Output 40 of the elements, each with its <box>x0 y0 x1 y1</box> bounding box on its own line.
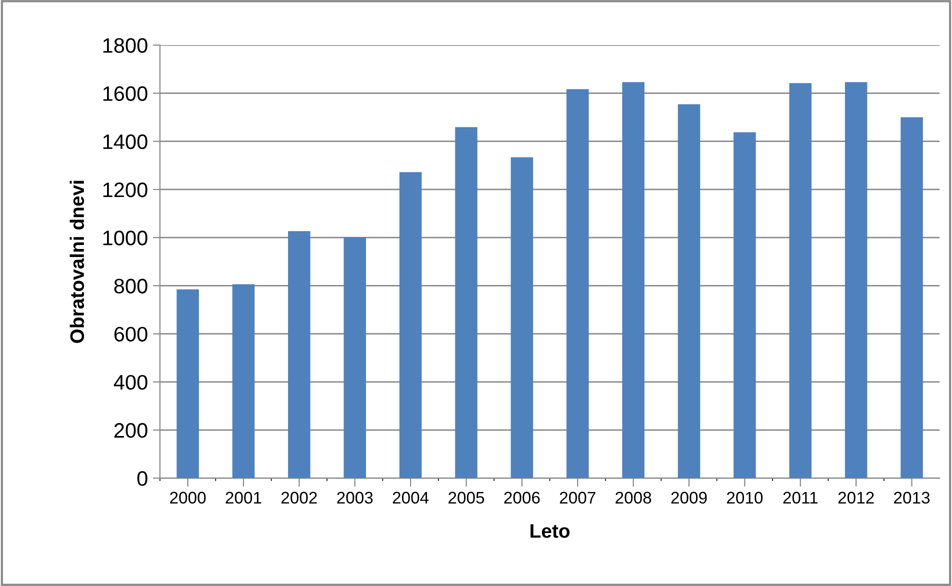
bar <box>510 157 534 478</box>
x-tick-label: 2002 <box>281 492 317 504</box>
x-tick-label: 2000 <box>170 492 206 504</box>
bar <box>176 289 199 478</box>
x-tick-label: 2012 <box>838 492 874 504</box>
bar <box>566 89 589 478</box>
x-tick-label: 2007 <box>560 492 596 504</box>
bar <box>900 117 923 478</box>
bar <box>288 231 310 478</box>
bar <box>622 82 644 478</box>
bar <box>734 132 756 478</box>
y-tick-label: 1000 <box>103 230 148 246</box>
y-tick-label: 1800 <box>103 38 148 53</box>
x-tick-label: 2001 <box>226 492 262 504</box>
x-tick-label: 2013 <box>894 492 930 504</box>
x-axis-title: Leto <box>530 524 570 538</box>
bar <box>344 237 366 478</box>
bar <box>678 104 700 478</box>
bar <box>844 82 868 478</box>
x-tick-label: 2011 <box>783 492 818 504</box>
y-tick-label: 600 <box>114 326 148 342</box>
bar <box>399 172 422 478</box>
bar <box>789 83 812 478</box>
x-tick-label: 2009 <box>671 492 707 504</box>
y-tick-label: 1400 <box>103 134 148 150</box>
y-tick-label: 800 <box>114 278 148 294</box>
bar <box>455 127 478 478</box>
y-axis-title: Obratovalni dnevi <box>70 180 84 343</box>
x-tick-label: 2005 <box>448 492 484 504</box>
x-tick-label: 2010 <box>727 492 763 504</box>
y-tick-label: 200 <box>114 423 148 438</box>
y-tick-label: 400 <box>114 374 148 390</box>
bar <box>232 284 255 478</box>
x-tick-label: 2004 <box>392 492 429 504</box>
y-tick-label: 1600 <box>103 86 148 101</box>
y-tick-label: 0 <box>137 471 148 486</box>
x-tick-label: 2008 <box>616 492 652 504</box>
x-tick-label: 2006 <box>504 492 540 504</box>
x-tick-label: 2003 <box>337 492 373 504</box>
y-tick-label: 1200 <box>103 182 148 198</box>
